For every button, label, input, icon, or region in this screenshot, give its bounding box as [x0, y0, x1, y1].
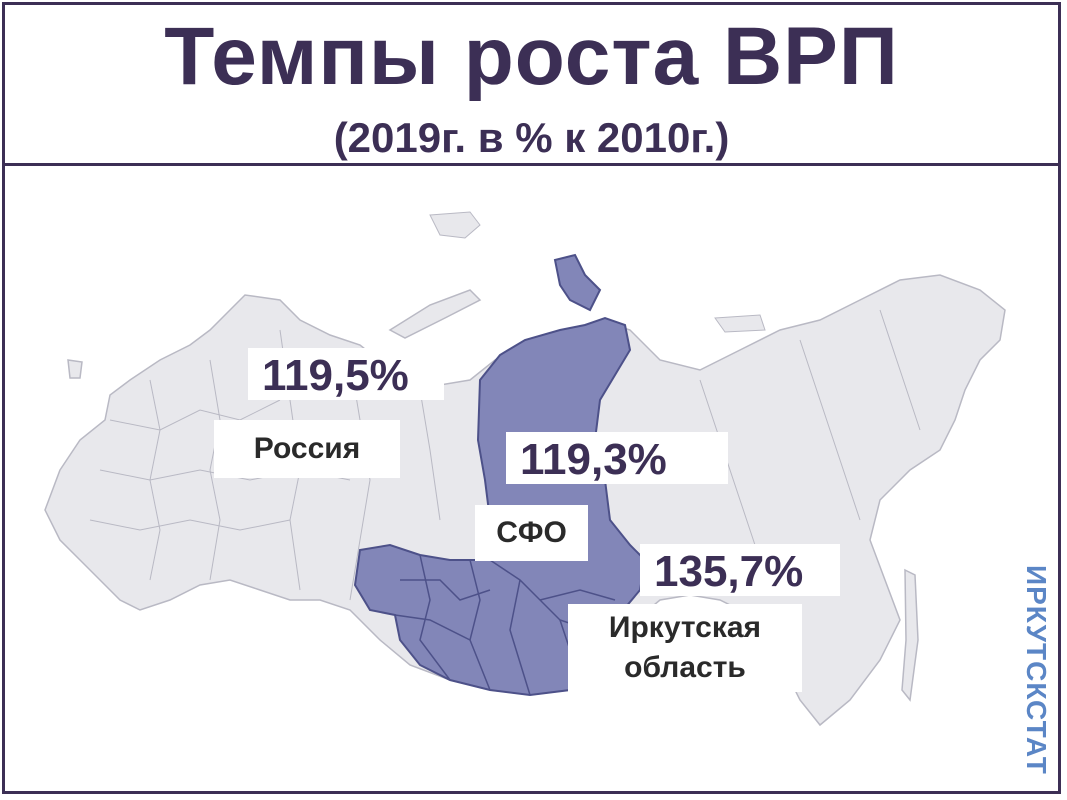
- page-title: Темпы роста ВРП: [164, 11, 899, 102]
- irkutsk-growth-value: 135,7%: [640, 544, 840, 596]
- severnaya-zemlya: [553, 253, 602, 312]
- novaya-zemlya-territory: [388, 289, 482, 339]
- page-subtitle: (2019г. в % к 2010г.): [333, 114, 730, 161]
- sfo-growth-value: 119,3%: [506, 432, 728, 484]
- irkutsk-label: Иркутская область: [568, 604, 802, 692]
- russia-growth-value: 119,5%: [248, 348, 444, 400]
- irkutskstat-watermark: ИРКУТСКСТАТ: [1021, 565, 1052, 775]
- header: Темпы роста ВРП (2019г. в % к 2010г.): [2, 2, 1061, 166]
- sfo-label: СФО: [475, 505, 588, 561]
- russia-label: Россия: [214, 420, 400, 478]
- arctic-islands: [429, 211, 766, 333]
- irkutsk-label-line1: Иркутская: [608, 611, 762, 644]
- kaliningrad-territory: [67, 359, 83, 379]
- irkutsk-label-line2: область: [624, 651, 746, 684]
- sakhalin-territory: [901, 568, 919, 702]
